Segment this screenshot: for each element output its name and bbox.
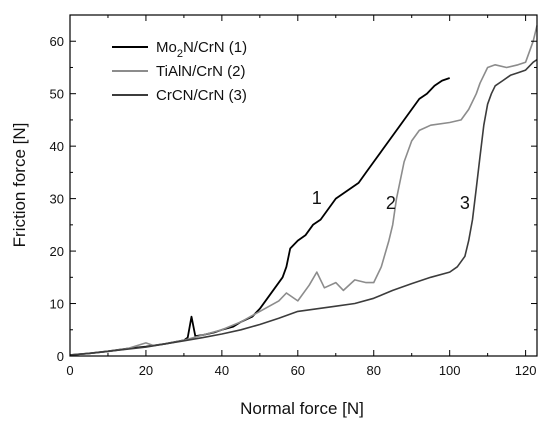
x-tick-label: 80: [367, 363, 381, 378]
legend: Mo2N/CrN (1) TiAlN/CrN (2) CrCN/CrN (3): [112, 39, 247, 104]
curve-label-3: 3: [460, 193, 470, 213]
y-tick-label: 40: [50, 139, 64, 154]
series-lines: [69, 25, 538, 356]
x-tick-label: 40: [215, 363, 229, 378]
x-tick-label: 100: [439, 363, 461, 378]
x-tick-label: 120: [515, 363, 537, 378]
y-tick-label: 20: [50, 244, 64, 259]
x-axis-label: Normal force [N]: [240, 399, 364, 418]
legend-entry-2: TiAlN/CrN (2): [156, 63, 245, 80]
curve-annotations: 1 2 3: [312, 188, 470, 213]
y-tick-label: 50: [50, 87, 64, 102]
axes: 0 20 40 60 80 100 120 0 10 20 30 40 50 60: [50, 14, 538, 378]
curve-label-2: 2: [386, 193, 396, 213]
y-tick-label: 0: [57, 349, 64, 364]
legend-entry-3: CrCN/CrN (3): [156, 87, 247, 104]
y-axis-label: Friction force [N]: [10, 123, 29, 248]
x-tick-label: 0: [66, 363, 73, 378]
legend-entry-1: Mo2N/CrN (1): [156, 39, 247, 60]
plot-frame: [69, 14, 538, 357]
series-line-2: [69, 25, 538, 356]
x-tick-label: 60: [291, 363, 305, 378]
x-tick-label: 20: [139, 363, 153, 378]
curve-label-1: 1: [312, 188, 322, 208]
series-line-1: [69, 77, 450, 356]
y-tick-label: 10: [50, 297, 64, 312]
y-tick-label: 60: [50, 34, 64, 49]
y-tick-label: 30: [50, 192, 64, 207]
series-line-3: [69, 58, 538, 356]
